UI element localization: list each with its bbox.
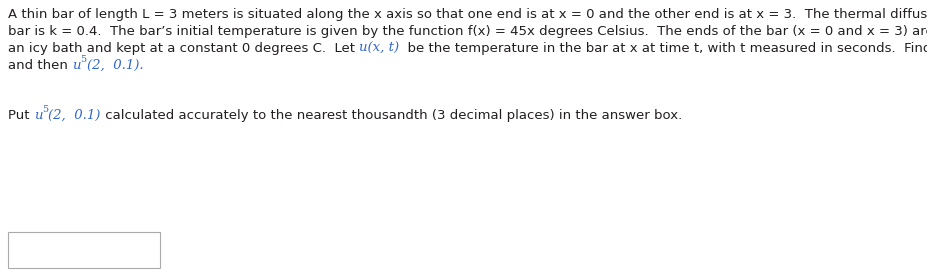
Bar <box>8 232 160 268</box>
Text: u: u <box>33 109 43 122</box>
Text: be the temperature in the bar at x at time t, with t measured in seconds.  Find: be the temperature in the bar at x at ti… <box>400 42 927 55</box>
Text: calculated accurately to the nearest thousandth (3 decimal places) in the answer: calculated accurately to the nearest tho… <box>101 109 682 122</box>
Text: A thin bar of length L = 3 meters is situated along the x axis so that one end i: A thin bar of length L = 3 meters is sit… <box>8 8 927 21</box>
Text: 5: 5 <box>81 55 87 64</box>
Text: (2,  0.1): (2, 0.1) <box>48 109 101 122</box>
Text: an icy bath and kept at a constant 0 degrees C.  Let: an icy bath and kept at a constant 0 deg… <box>8 42 360 55</box>
Text: 5: 5 <box>43 105 48 114</box>
Text: Put: Put <box>8 109 33 122</box>
Text: (2,  0.1).: (2, 0.1). <box>87 59 144 72</box>
Text: u(x, t): u(x, t) <box>360 42 400 55</box>
Text: bar is k = 0.4.  The bar’s initial temperature is given by the function f(x) = 4: bar is k = 0.4. The bar’s initial temper… <box>8 25 927 38</box>
Text: u: u <box>72 59 81 72</box>
Text: and then: and then <box>8 59 72 72</box>
